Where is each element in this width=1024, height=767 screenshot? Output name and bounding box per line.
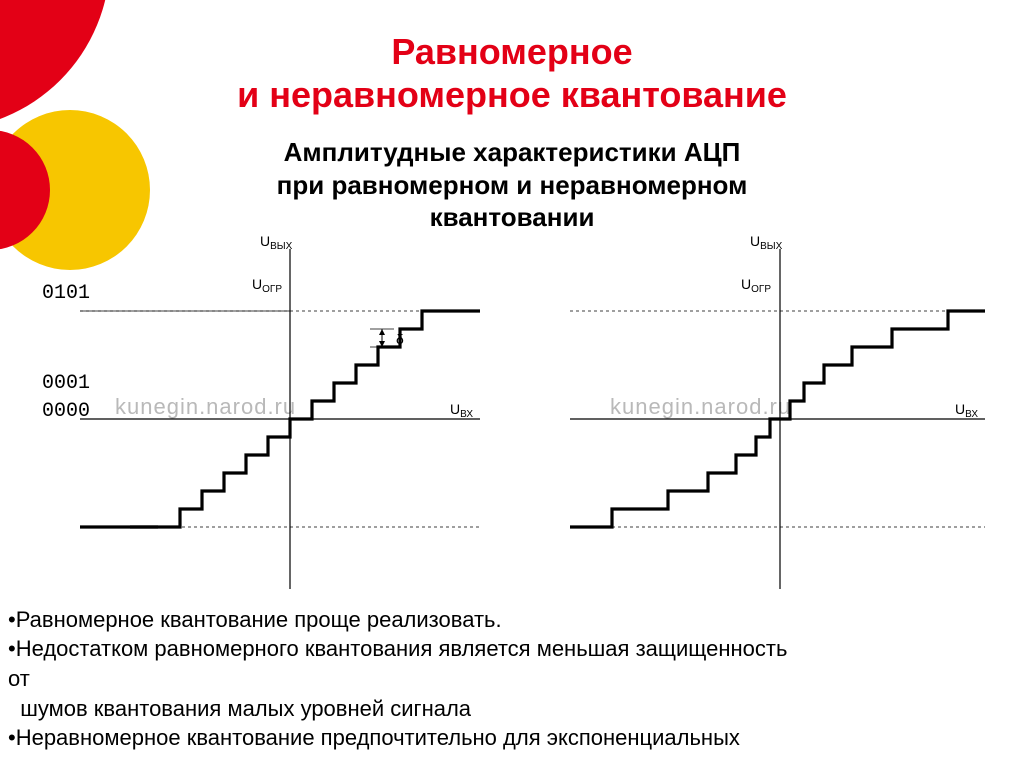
y-axis-label: UВЫХ [260,234,293,252]
chart-nonuniform: UВЫХ UОГР UВХ [555,234,995,604]
limit-label: UОГР [252,276,282,295]
x-axis-label: UВХ [955,401,978,420]
bullet-2a: •Недостатком равномерного квантования яв… [8,634,1016,664]
chart-uniform: UВЫХ UОГР UВХ δ [60,234,490,604]
slide-subtitle: Амплитудные характеристики АЦП при равно… [0,136,1024,234]
bullet-1: •Равномерное квантование проще реализова… [8,605,1016,635]
x-axis-label: UВХ [450,401,473,420]
bullet-list: •Равномерное квантование проще реализова… [0,605,1024,753]
charts-container: 0101 0001 0000 kunegin.narod.ru kunegin.… [0,234,1024,614]
delta-marker: δ [370,329,404,347]
bullet-2b: от [8,664,1016,694]
bullet-3: •Неравномерное квантование предпочтитель… [8,723,1016,753]
chart-nonuniform-svg: UВЫХ UОГР UВХ [555,234,995,604]
subtitle-line-2: при равномерном и неравномерном [277,170,748,200]
title-line-1: Равномерное [391,31,632,72]
limit-label: UОГР [741,276,771,295]
y-axis-label: UВЫХ [750,234,783,252]
subtitle-line-1: Амплитудные характеристики АЦП [284,137,741,167]
title-line-2: и неравномерное квантование [237,74,787,115]
subtitle-line-3: квантовании [430,202,595,232]
slide-title: Равномерное и неравномерное квантование [0,0,1024,116]
bullet-2c: шумов квантования малых уровней сигнала [8,694,1016,724]
delta-label: δ [396,331,404,347]
chart-uniform-svg: UВЫХ UОГР UВХ δ [60,234,490,604]
